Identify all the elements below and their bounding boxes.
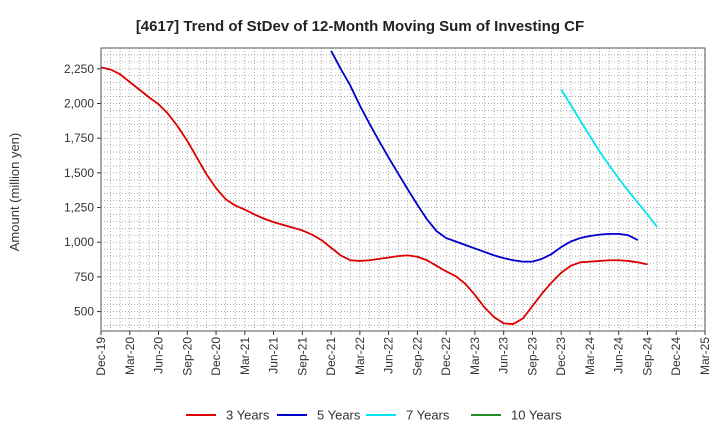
chart-title: [4617] Trend of StDev of 12-Month Moving… <box>136 18 584 35</box>
y-tick-label: 2,250 <box>64 62 94 76</box>
x-tick-label: Sep-21 <box>295 337 309 376</box>
x-tick-label: Dec-19 <box>94 337 108 376</box>
plot-frame <box>100 47 706 332</box>
x-tick-label: Dec-24 <box>669 337 683 376</box>
x-tick-label: Mar-24 <box>583 337 597 375</box>
plot-background <box>101 48 705 331</box>
legend-label: 7 Years <box>406 408 450 423</box>
y-tick-label: 1,250 <box>64 201 94 215</box>
x-tick-label: Jun-21 <box>267 337 281 374</box>
series-line-5-years <box>330 50 639 263</box>
x-tick-label: Mar-23 <box>468 337 482 375</box>
x-tick-label: Sep-20 <box>180 337 194 376</box>
series-line-3-years <box>100 66 648 325</box>
plot-area: 500 750 1,000 1,250 1,500 1,750 2,000 2,250 Dec-… <box>64 47 712 376</box>
x-tick-label: Mar-25 <box>698 337 712 375</box>
x-tick-label: Mar-21 <box>238 337 252 375</box>
x-tick-label: Jun-20 <box>152 337 166 374</box>
y-tick-label: 1,000 <box>64 235 94 249</box>
x-tick-label: Mar-22 <box>353 337 367 375</box>
x-tick-label: Jun-22 <box>382 337 396 374</box>
x-tick-label: Dec-21 <box>324 337 338 376</box>
legend-label: 10 Years <box>511 408 562 423</box>
legend-label: 3 Years <box>226 408 270 423</box>
legend-label: 5 Years <box>317 408 361 423</box>
x-tick-label: Sep-24 <box>640 337 654 376</box>
y-tick-label: 1,750 <box>64 131 94 145</box>
x-tick-label: Mar-20 <box>123 337 137 375</box>
y-tick-label: 750 <box>74 270 94 284</box>
x-tick-label: Dec-23 <box>554 337 568 376</box>
legend: 3 Years 5 Years 7 Years 10 Years <box>186 408 562 423</box>
y-axis-label: Amount (million yen) <box>7 133 22 252</box>
y-tick-label: 500 <box>74 305 94 319</box>
x-tick-label: Jun-24 <box>612 337 626 374</box>
series-line-7-years <box>560 89 658 228</box>
x-tick-label: Dec-22 <box>439 337 453 376</box>
y-tick-label: 2,000 <box>64 96 94 110</box>
x-tick-label: Sep-23 <box>525 337 539 376</box>
x-tick-label: Jun-23 <box>497 337 511 374</box>
x-tick-label: Dec-20 <box>209 337 223 376</box>
x-tick-label: Sep-22 <box>410 337 424 376</box>
y-tick-label: 1,500 <box>64 166 94 180</box>
